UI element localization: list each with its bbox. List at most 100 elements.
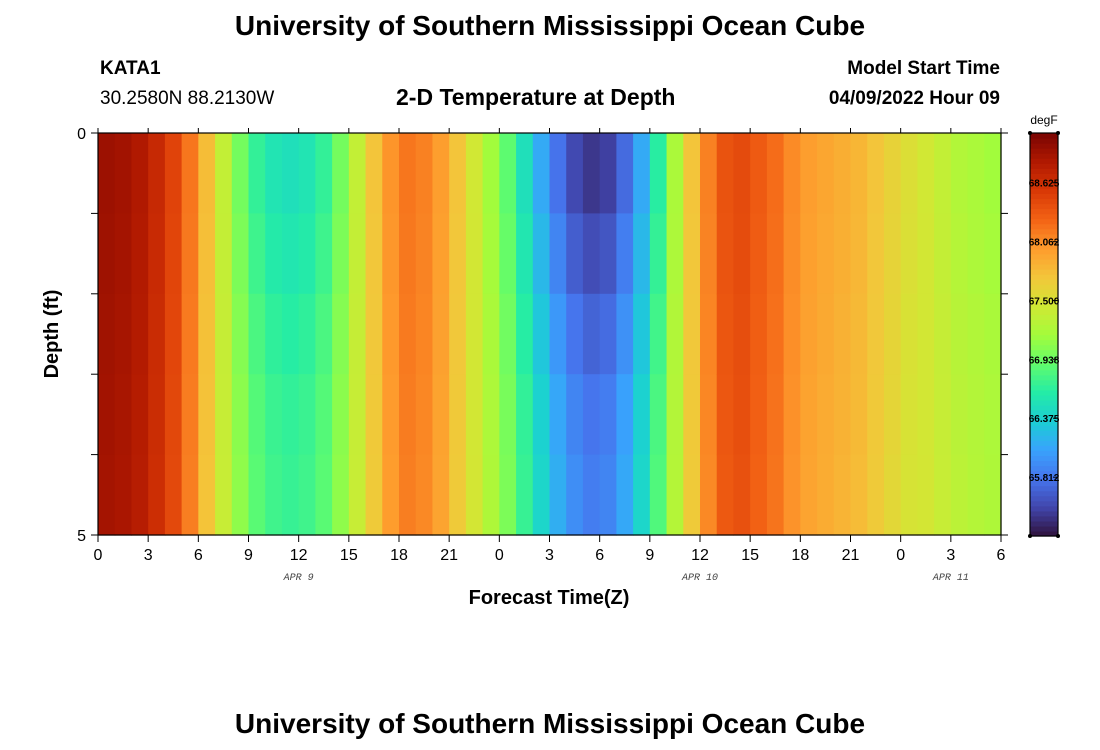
- x-axis-label: Forecast Time(Z): [469, 587, 630, 609]
- heatmap-cell: [499, 374, 517, 456]
- heatmap-cell: [332, 133, 350, 214]
- heatmap-cell: [666, 374, 684, 456]
- heatmap-cell: [215, 293, 233, 375]
- heatmap-cell: [215, 454, 233, 536]
- heatmap-cell: [298, 293, 316, 375]
- heatmap-cell: [549, 293, 567, 375]
- x-tick-label: 15: [340, 547, 358, 564]
- heatmap-cell: [733, 374, 751, 456]
- heatmap-cell: [432, 293, 450, 375]
- x-tick-label: 6: [595, 547, 604, 564]
- colorbar-corner-dot: [1056, 534, 1060, 538]
- heatmap-cell: [382, 133, 400, 214]
- heatmap-cell: [917, 293, 935, 375]
- colorbar-segment: [1030, 450, 1058, 456]
- heatmap-cell: [883, 293, 902, 375]
- colorbar-segment: [1030, 304, 1058, 310]
- colorbar-segment: [1030, 324, 1058, 331]
- colorbar-segment: [1030, 218, 1058, 225]
- colorbar-segment: [1030, 369, 1058, 376]
- colorbar-tick-label: 66.375: [1029, 414, 1060, 425]
- x-tick-label: 0: [495, 547, 504, 564]
- heatmap-cell: [399, 213, 417, 295]
- x-tick-label: 6: [194, 547, 203, 564]
- heatmap-cell: [900, 213, 918, 295]
- heatmap-cell: [231, 293, 250, 375]
- colorbar-segment: [1030, 520, 1058, 527]
- heatmap-cell: [198, 293, 216, 375]
- colorbar-segment: [1030, 339, 1058, 346]
- heatmap-cell: [465, 293, 484, 375]
- footer-title: University of Southern Mississippi Ocean…: [234, 708, 866, 739]
- heatmap-cell: [566, 213, 584, 295]
- heatmap-cell: [215, 213, 233, 295]
- heatmap-cell: [683, 374, 701, 456]
- heatmap-cell: [733, 213, 751, 295]
- heatmap-cell: [348, 213, 367, 295]
- heatmap-cell: [399, 293, 417, 375]
- heatmap-cell: [449, 454, 467, 536]
- heatmap-cell: [850, 293, 868, 375]
- colorbar-segment: [1030, 485, 1058, 492]
- heatmap-cell: [984, 454, 1002, 536]
- heatmap-cell: [750, 374, 768, 456]
- heatmap-cell: [666, 454, 684, 536]
- colorbar-corner-dot: [1056, 131, 1060, 135]
- heatmap-cell: [800, 133, 818, 214]
- heatmap-cell: [900, 374, 918, 456]
- colorbar-segment: [1030, 253, 1058, 260]
- colorbar-segment: [1030, 500, 1058, 507]
- heatmap-cell: [98, 213, 116, 295]
- heatmap-cell: [449, 293, 467, 375]
- colorbar-segment: [1030, 133, 1058, 139]
- heatmap-cell: [148, 293, 166, 375]
- heatmap-cell: [449, 213, 467, 295]
- heatmap-cell: [465, 133, 484, 214]
- heatmap-cell: [482, 133, 500, 214]
- x-tick-label: 21: [842, 547, 860, 564]
- colorbar-segment: [1030, 193, 1058, 200]
- heatmap-cell: [98, 133, 116, 214]
- heatmap-cell: [265, 213, 283, 295]
- heatmap-cell: [298, 133, 316, 214]
- heatmap-cell: [281, 133, 300, 214]
- colorbar-segment: [1030, 410, 1058, 416]
- colorbar-segment: [1030, 435, 1058, 441]
- heatmap-cell: [649, 293, 668, 375]
- heatmap-cell: [348, 133, 367, 214]
- heatmap-cell: [516, 454, 534, 536]
- heatmap-cell: [700, 374, 718, 456]
- heatmap-cell: [248, 213, 266, 295]
- heatmap-cell: [867, 454, 885, 536]
- heatmap-cell: [867, 293, 885, 375]
- x-tick-label: 15: [741, 547, 759, 564]
- heatmap-cell: [582, 374, 601, 456]
- colorbar-unit: degF: [1030, 113, 1057, 127]
- heatmap-cell: [114, 454, 133, 536]
- colorbar-segment: [1030, 420, 1058, 426]
- heatmap-cell: [817, 213, 835, 295]
- heatmap-cell: [231, 133, 250, 214]
- heatmap-cell: [549, 133, 567, 214]
- heatmap-cell: [231, 374, 250, 456]
- colorbar-segment: [1030, 415, 1058, 421]
- x-tick-label: 12: [691, 547, 709, 564]
- colorbar-segment: [1030, 344, 1058, 351]
- heatmap-cell: [164, 213, 183, 295]
- colorbar-segment: [1030, 168, 1058, 174]
- colorbar-segment: [1030, 470, 1058, 477]
- colorbar-segment: [1030, 319, 1058, 326]
- heatmap-cell: [198, 133, 216, 214]
- heatmap-cell: [599, 374, 617, 456]
- colorbar-segment: [1030, 243, 1058, 250]
- heatmap-cell: [181, 454, 199, 536]
- x-tick-label: 6: [997, 547, 1006, 564]
- colorbar-segment: [1030, 314, 1058, 320]
- heatmap-cell: [181, 133, 199, 214]
- heatmap-cell: [482, 293, 500, 375]
- heatmap-cell: [148, 454, 166, 536]
- heatmap-cell: [432, 133, 450, 214]
- heatmap-cell: [516, 213, 534, 295]
- y-tick-label: 0: [77, 126, 86, 143]
